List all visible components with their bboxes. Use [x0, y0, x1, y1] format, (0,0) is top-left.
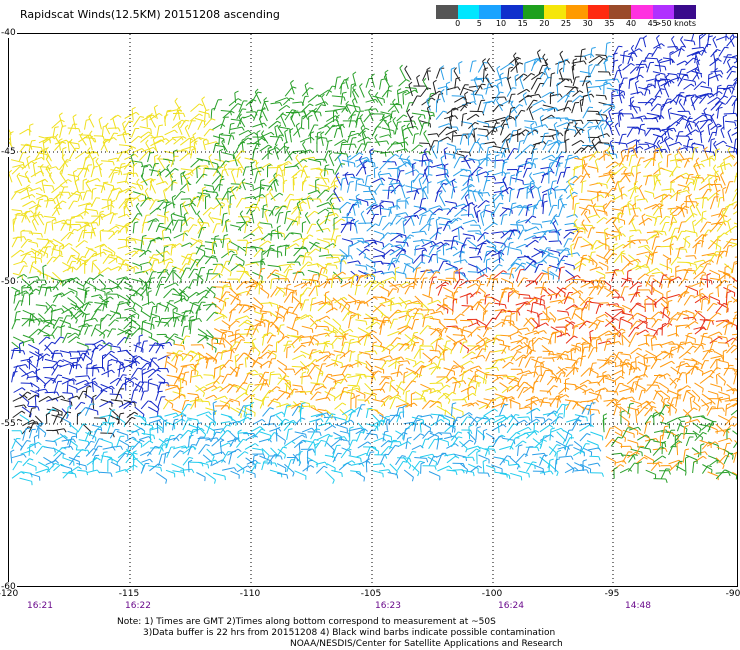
color-scale-label: 0 — [455, 19, 461, 28]
note-line-3: NOAA/NESDIS/Center for Satellite Applica… — [290, 639, 563, 649]
color-scale-swatch — [609, 5, 632, 19]
color-scale-label: 20 — [539, 19, 550, 28]
time-label: 16:24 — [498, 601, 524, 611]
wind-map-plot — [8, 33, 738, 587]
color-scale-swatch — [674, 5, 697, 19]
longitude-label: -115 — [118, 589, 140, 599]
latitude-label: -45 — [0, 147, 17, 157]
time-label: 16:22 — [125, 601, 151, 611]
color-scale-swatch — [479, 5, 502, 19]
color-scale-label: 10 — [495, 19, 507, 28]
color-scale-label: 40 — [625, 19, 637, 28]
color-scale-swatch — [587, 5, 610, 19]
time-label: 14:48 — [625, 601, 651, 611]
color-scale-label: 30 — [582, 19, 593, 28]
color-scale-swatch — [457, 5, 480, 19]
color-scale-swatch — [501, 5, 523, 19]
latitude-label: -55 — [0, 419, 17, 429]
map-title: Rapidscat Winds(12.5KM) 20151208 ascendi… — [20, 8, 280, 21]
longitude-label: -95 — [604, 589, 620, 599]
color-scale-label: 5 — [476, 19, 482, 28]
color-scale-swatch — [522, 5, 545, 19]
note-line-1: Note: 1) Times are GMT 2)Times along bot… — [117, 617, 496, 627]
color-scale-label: 25 — [560, 19, 572, 28]
longitude-label: -120 — [0, 589, 19, 599]
color-scale-swatch — [436, 5, 458, 19]
time-label: 16:23 — [375, 601, 401, 611]
color-scale-swatch — [631, 5, 653, 19]
color-scale-label: 15 — [517, 19, 528, 28]
note-line-2: 3)Data buffer is 22 hrs from 20151208 4)… — [143, 628, 556, 638]
color-scale-label: >50 knots — [654, 19, 696, 28]
color-scale-labels: 0 5 10 15 20 25 30 35 40 45 >50 knots — [436, 19, 736, 29]
longitude-label: -110 — [239, 589, 261, 599]
wind-speed-color-scale: 0 5 10 15 20 25 30 35 40 45 >50 knots — [436, 5, 736, 29]
latitude-label: -60 — [0, 582, 17, 592]
time-label: 16:21 — [27, 601, 53, 611]
color-scale-label: 35 — [604, 19, 615, 28]
longitude-label: -90 — [725, 589, 740, 599]
color-scale-label: 45 — [647, 19, 658, 28]
wind-barb-field — [9, 34, 737, 586]
color-scale-swatch — [652, 5, 675, 19]
longitude-label: -100 — [481, 589, 503, 599]
longitude-label: -105 — [360, 589, 382, 599]
color-scale-swatch — [544, 5, 567, 19]
color-scale-bar — [436, 5, 697, 19]
color-scale-swatch — [566, 5, 588, 19]
latitude-label: -50 — [0, 277, 17, 287]
latitude-label: -40 — [0, 28, 17, 38]
